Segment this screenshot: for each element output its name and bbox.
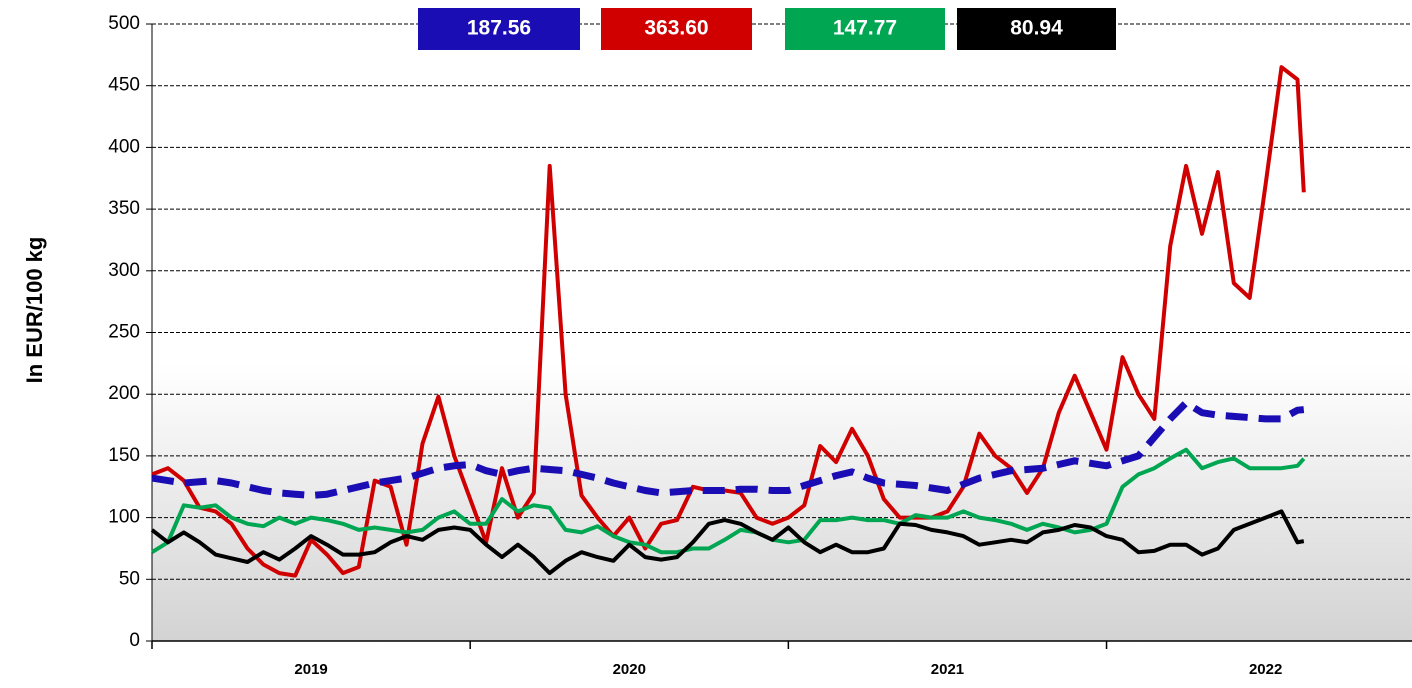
y-tick-label: 350 — [108, 198, 140, 219]
x-tick-label: 2022 — [1249, 661, 1282, 678]
x-tick-label: 2019 — [294, 661, 327, 678]
legend-box — [601, 8, 752, 50]
x-tick-label: 2020 — [613, 661, 646, 678]
series-line — [150, 447, 1306, 555]
legend-label: 363.60 — [644, 17, 708, 40]
y-tick-label: 0 — [129, 630, 140, 651]
y-tick-label: 500 — [108, 13, 140, 34]
legend-label: 147.77 — [833, 17, 897, 40]
y-tick-label: 200 — [108, 383, 140, 404]
y-tick-label: 50 — [119, 568, 140, 589]
y-axis-label: In EUR/100 kg — [22, 237, 47, 384]
legend-label: 80.94 — [1010, 17, 1063, 40]
y-tick-label: 150 — [108, 445, 140, 466]
series-line — [151, 65, 1306, 578]
x-tick-label: 2021 — [931, 661, 964, 678]
legend-label: 187.56 — [467, 17, 531, 40]
legend-box — [785, 8, 945, 50]
y-tick-label: 250 — [108, 322, 140, 343]
y-tick-label: 100 — [108, 507, 140, 528]
y-tick-label: 300 — [108, 260, 140, 281]
series-line — [150, 509, 1305, 576]
legend-box — [957, 8, 1116, 50]
y-tick-label: 450 — [108, 75, 140, 96]
legend-box — [418, 8, 580, 50]
y-tick-label: 400 — [108, 136, 140, 157]
